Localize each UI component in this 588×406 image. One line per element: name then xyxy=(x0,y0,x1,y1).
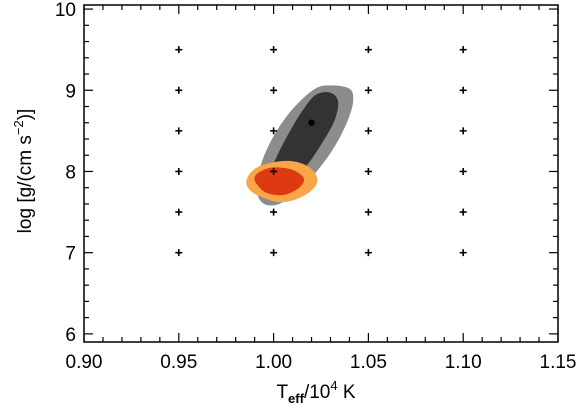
x-tick-label: 0.90 xyxy=(66,352,103,373)
grid-point-marker xyxy=(270,208,278,216)
y-axis-label-superscript: −2 xyxy=(11,120,26,135)
grid-point-marker xyxy=(175,249,183,257)
grid-point-marker xyxy=(364,86,372,94)
grid-point-marker xyxy=(364,127,372,135)
x-axis-label: Teff/104 K xyxy=(276,378,355,406)
grid-point-marker xyxy=(270,86,278,94)
grid-point-marker xyxy=(270,249,278,257)
y-axis-label: log [g/(cm s−2)] xyxy=(11,109,36,234)
grid-point-marker xyxy=(270,46,278,54)
grid-point-marker xyxy=(459,127,467,135)
best-fit-point xyxy=(308,119,315,126)
y-tick-label: 6 xyxy=(65,325,76,346)
model-grid-points xyxy=(175,46,467,257)
grid-point-marker xyxy=(175,127,183,135)
best-fit-marker xyxy=(308,119,315,126)
grid-point-marker xyxy=(364,167,372,175)
grid-point-marker xyxy=(364,249,372,257)
grid-point-marker xyxy=(175,86,183,94)
y-axis-label-main: log [g/(cm s xyxy=(15,135,36,233)
grid-point-marker xyxy=(459,46,467,54)
plot-frame xyxy=(83,4,559,343)
x-tick-label: 1.15 xyxy=(540,352,577,373)
grid-point-marker xyxy=(175,167,183,175)
x-tick-label: 1.10 xyxy=(445,352,482,373)
y-axis-label-end: )] xyxy=(15,109,36,121)
grid-point-marker xyxy=(459,86,467,94)
y-tick-label: 8 xyxy=(65,162,76,183)
grid-point-marker xyxy=(459,167,467,175)
grid-point-marker xyxy=(270,127,278,135)
x-axis-label-main: T xyxy=(276,382,288,403)
grid-point-marker xyxy=(459,249,467,257)
x-axis-label-superscript: 4 xyxy=(330,378,337,393)
x-tick-label: 1.05 xyxy=(350,352,387,373)
axis-ticks xyxy=(83,5,559,342)
y-tick-label: 9 xyxy=(65,81,76,102)
grid-point-marker xyxy=(270,167,278,175)
x-tick-label: 1.00 xyxy=(255,352,292,373)
x-axis-label-subscript: eff xyxy=(288,391,305,406)
x-axis-label-unit: K xyxy=(338,382,356,403)
grid-point-marker xyxy=(175,208,183,216)
x-axis-label-mid: /10 xyxy=(304,382,330,403)
grid-point-marker xyxy=(175,46,183,54)
grid-point-marker xyxy=(364,46,372,54)
y-tick-labels: 6 7 8 9 10 xyxy=(55,0,76,346)
y-tick-label: 10 xyxy=(55,0,76,21)
x-tick-labels: 0.90 0.95 1.00 1.05 1.10 1.15 xyxy=(66,352,577,373)
x-tick-label: 0.95 xyxy=(160,352,197,373)
confidence-contours xyxy=(246,85,354,206)
grid-point-marker xyxy=(364,208,372,216)
grid-point-marker xyxy=(459,208,467,216)
contour-inner-2 xyxy=(254,167,305,196)
y-tick-label: 7 xyxy=(65,244,76,265)
